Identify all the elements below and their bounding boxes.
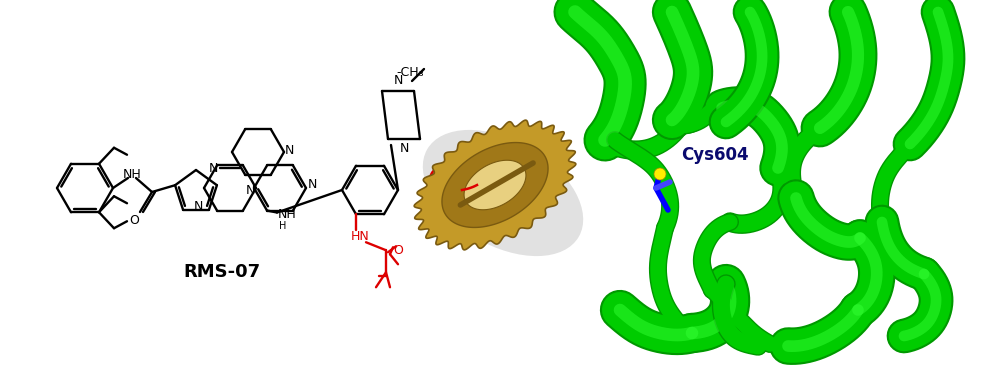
Ellipse shape [423,130,583,256]
Text: N: N [193,199,203,213]
Text: Cys604: Cys604 [681,146,748,164]
Text: O: O [129,213,139,227]
Polygon shape [442,143,548,227]
Text: N: N [246,185,254,197]
Text: N: N [393,75,403,88]
Text: H: H [279,221,287,230]
Text: N: N [399,143,409,155]
Text: HN: HN [350,230,369,243]
Text: RMS-07: RMS-07 [183,263,260,281]
Text: O: O [393,244,403,257]
Polygon shape [414,120,576,250]
Text: N: N [284,144,294,157]
Text: N: N [208,162,218,175]
Polygon shape [464,160,526,210]
Text: NH: NH [277,208,296,221]
Text: N: N [307,179,317,191]
Text: NH: NH [123,168,142,180]
Circle shape [654,168,666,180]
Text: -CH₃: -CH₃ [396,66,424,80]
